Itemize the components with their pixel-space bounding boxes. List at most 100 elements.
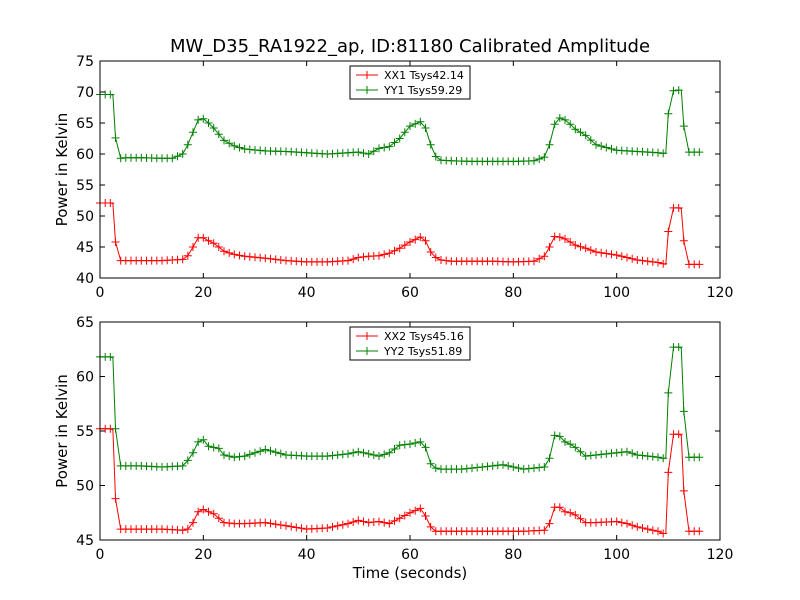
data-point xyxy=(431,464,440,473)
data-point xyxy=(380,518,389,527)
data-point xyxy=(375,452,383,461)
data-point xyxy=(416,117,425,126)
data-point xyxy=(535,254,544,263)
data-point xyxy=(638,256,647,265)
data-point xyxy=(638,451,647,460)
data-point xyxy=(561,437,569,446)
data-point xyxy=(566,440,575,449)
legend: XX1 Tsys42.14 YY1 Tsys59.29 xyxy=(349,65,471,100)
data-point xyxy=(530,257,538,266)
data-point xyxy=(695,148,704,157)
data-point xyxy=(230,453,239,462)
x-tick-label: 100 xyxy=(603,547,630,563)
data-point xyxy=(204,119,213,127)
data-point xyxy=(628,521,637,530)
data-point xyxy=(220,451,228,459)
data-point xyxy=(276,256,285,264)
data-point xyxy=(530,464,538,473)
data-point xyxy=(116,154,125,163)
data-point xyxy=(550,120,559,129)
data-point xyxy=(488,461,497,470)
data-point xyxy=(431,152,440,161)
data-point xyxy=(369,451,378,459)
data-point xyxy=(106,352,115,361)
y-tick-label: 65 xyxy=(76,315,94,331)
x-tick-label: 80 xyxy=(504,547,522,563)
data-point xyxy=(261,445,270,454)
data-point xyxy=(566,238,575,246)
y-tick-label: 40 xyxy=(76,271,94,287)
data-point xyxy=(561,507,569,516)
data-point xyxy=(426,459,435,468)
y-tick-label: 60 xyxy=(76,370,94,386)
data-point xyxy=(349,255,358,264)
data-point xyxy=(111,133,120,142)
data-point xyxy=(540,463,549,471)
data-point xyxy=(426,522,435,531)
data-point xyxy=(375,517,383,526)
data-point xyxy=(364,449,373,458)
data-point xyxy=(359,149,368,158)
data-point xyxy=(545,243,554,251)
data-point xyxy=(271,448,280,457)
data-point xyxy=(431,253,440,262)
data-point xyxy=(555,114,564,122)
data-point xyxy=(271,520,280,529)
data-point xyxy=(323,524,332,532)
data-point xyxy=(664,227,673,236)
data-point xyxy=(230,250,239,259)
data-point xyxy=(235,143,244,152)
data-point xyxy=(111,424,120,433)
data-point xyxy=(643,257,652,266)
data-point xyxy=(349,448,358,457)
data-point xyxy=(416,437,425,446)
data-point xyxy=(602,143,611,152)
data-point xyxy=(106,90,115,99)
data-point xyxy=(411,235,420,244)
data-point xyxy=(633,256,642,264)
data-point xyxy=(344,256,352,265)
data-point xyxy=(623,447,631,456)
y-axis-label: Power in Kelvin xyxy=(53,113,71,227)
data-point xyxy=(514,464,523,473)
data-point xyxy=(178,526,187,535)
x-tick-label: 0 xyxy=(96,547,105,563)
data-point xyxy=(220,247,228,256)
bottom-subplot: 0 20 40 60 80 100 120 45 50 55 60 65 Power in Kelvin… xyxy=(53,315,733,582)
data-point xyxy=(437,256,445,264)
data-point xyxy=(204,236,213,245)
data-point xyxy=(581,244,590,253)
data-point xyxy=(271,255,280,264)
data-point xyxy=(395,441,404,450)
data-point xyxy=(276,521,285,529)
x-tick-label: 100 xyxy=(603,285,630,301)
data-point xyxy=(571,510,580,519)
data-point xyxy=(354,516,363,525)
data-point xyxy=(643,525,652,534)
data-point xyxy=(550,232,559,241)
data-point xyxy=(674,203,683,212)
data-point xyxy=(545,519,554,528)
data-point xyxy=(199,505,208,514)
data-point xyxy=(679,407,688,416)
x-tick-label: 120 xyxy=(707,285,734,301)
data-point xyxy=(359,252,368,261)
data-point xyxy=(679,236,688,245)
y-tick-label: 60 xyxy=(76,147,94,163)
data-point xyxy=(209,509,218,518)
data-point xyxy=(571,125,580,134)
data-point xyxy=(664,468,673,477)
data-point xyxy=(111,494,120,503)
data-point xyxy=(421,512,430,520)
data-point xyxy=(183,525,192,534)
data-point xyxy=(555,432,564,441)
data-point xyxy=(638,524,647,532)
data-point xyxy=(183,456,192,465)
data-point xyxy=(654,258,662,267)
series-line xyxy=(100,89,700,162)
data-point xyxy=(364,150,373,158)
data-point xyxy=(576,447,585,456)
data-point xyxy=(648,257,657,266)
data-point xyxy=(183,140,192,149)
